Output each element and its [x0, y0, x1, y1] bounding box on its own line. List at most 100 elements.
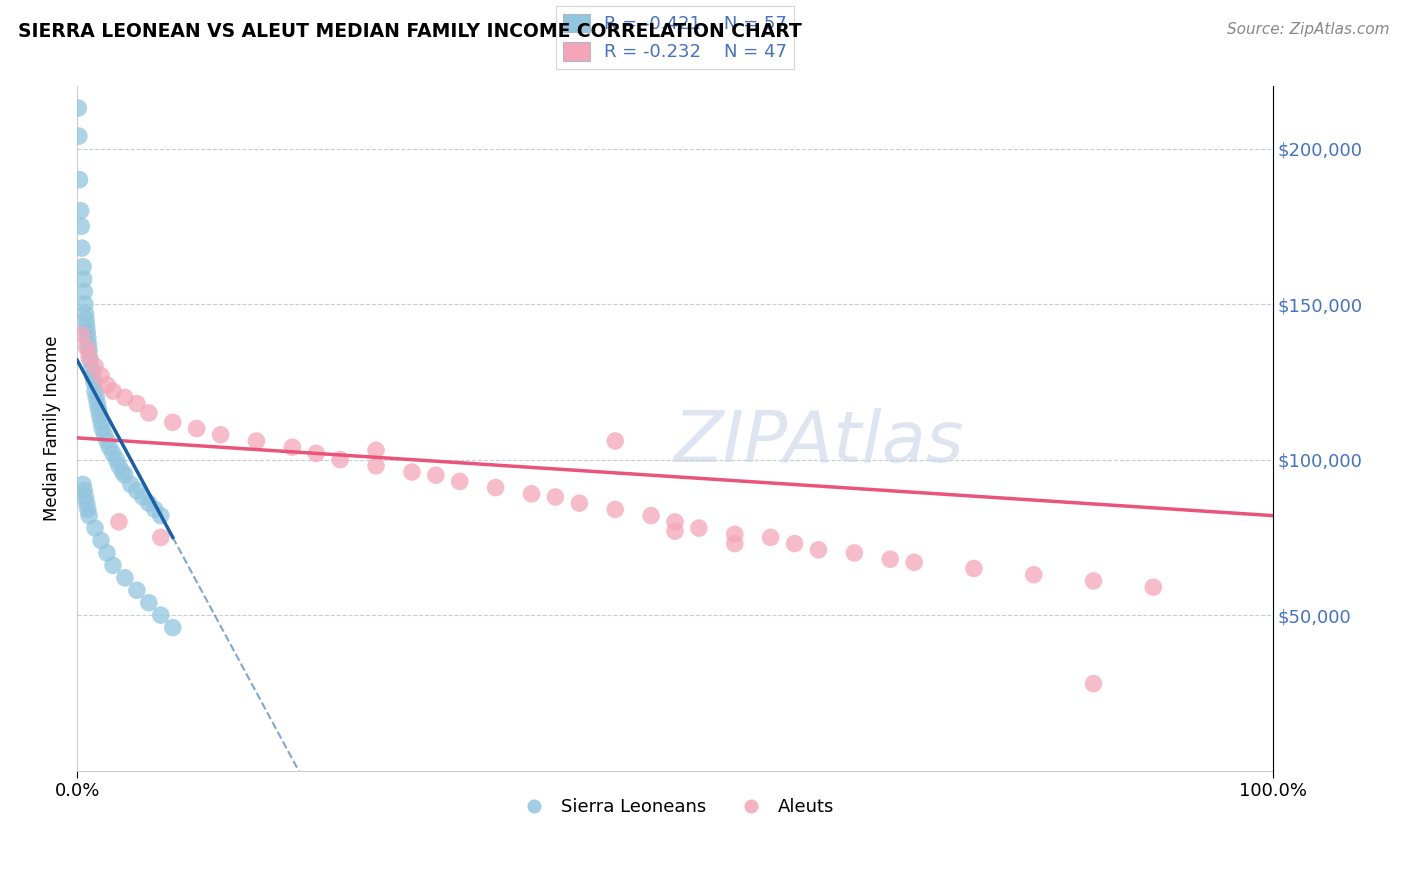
- Point: [76, 325, 98, 339]
- Point: [79, 353, 101, 368]
- Point: [143, 502, 166, 516]
- Point: [83, 375, 105, 389]
- Point: [125, 583, 148, 598]
- Point: [82, 368, 104, 383]
- Point: [96, 378, 118, 392]
- Point: [90, 368, 112, 383]
- Point: [132, 490, 155, 504]
- Point: [101, 558, 124, 573]
- Point: [69, 203, 91, 218]
- Point: [544, 490, 567, 504]
- Point: [77, 508, 100, 523]
- Text: Source: ZipAtlas.com: Source: ZipAtlas.com: [1226, 22, 1389, 37]
- Point: [76, 496, 98, 510]
- Point: [67, 101, 90, 115]
- Point: [724, 527, 747, 541]
- Point: [1083, 676, 1105, 690]
- Point: [1083, 574, 1105, 588]
- Point: [101, 384, 124, 399]
- Point: [77, 343, 100, 358]
- Point: [76, 341, 98, 355]
- Point: [305, 446, 328, 460]
- Point: [114, 571, 136, 585]
- Y-axis label: Median Family Income: Median Family Income: [44, 335, 60, 521]
- Point: [84, 359, 107, 374]
- Text: ZIPAtlas: ZIPAtlas: [673, 408, 963, 476]
- Point: [73, 272, 96, 286]
- Point: [664, 524, 686, 538]
- Text: SIERRA LEONEAN VS ALEUT MEDIAN FAMILY INCOME CORRELATION CHART: SIERRA LEONEAN VS ALEUT MEDIAN FAMILY IN…: [18, 22, 801, 41]
- Point: [69, 172, 91, 186]
- Point: [138, 406, 160, 420]
- Point: [364, 458, 387, 473]
- Point: [90, 533, 112, 548]
- Point: [425, 468, 447, 483]
- Point: [108, 458, 131, 473]
- Point: [98, 440, 121, 454]
- Point: [605, 502, 627, 516]
- Point: [93, 427, 115, 442]
- Point: [114, 391, 136, 405]
- Point: [449, 475, 471, 489]
- Point: [70, 328, 93, 343]
- Point: [149, 508, 172, 523]
- Point: [89, 409, 111, 423]
- Point: [70, 241, 93, 255]
- Point: [96, 546, 118, 560]
- Point: [114, 468, 136, 483]
- Point: [76, 502, 98, 516]
- Point: [186, 421, 208, 435]
- Point: [162, 621, 184, 635]
- Point: [759, 530, 782, 544]
- Point: [138, 496, 160, 510]
- Point: [75, 490, 97, 504]
- Point: [73, 285, 96, 299]
- Point: [80, 362, 103, 376]
- Point: [105, 452, 128, 467]
- Point: [67, 129, 90, 144]
- Point: [807, 542, 830, 557]
- Point: [75, 306, 97, 320]
- Point: [963, 561, 986, 575]
- Point: [84, 384, 107, 399]
- Point: [125, 397, 148, 411]
- Point: [149, 608, 172, 623]
- Legend: Sierra Leoneans, Aleuts: Sierra Leoneans, Aleuts: [509, 791, 842, 823]
- Point: [111, 465, 134, 479]
- Point: [91, 421, 114, 435]
- Point: [72, 260, 94, 274]
- Point: [903, 555, 925, 569]
- Point: [96, 434, 118, 448]
- Point: [77, 350, 100, 364]
- Point: [84, 391, 107, 405]
- Point: [783, 536, 806, 550]
- Point: [76, 331, 98, 345]
- Point: [76, 318, 98, 333]
- Point: [87, 402, 110, 417]
- Point: [281, 440, 304, 454]
- Point: [520, 487, 543, 501]
- Point: [108, 515, 131, 529]
- Point: [688, 521, 710, 535]
- Point: [329, 452, 352, 467]
- Point: [138, 596, 160, 610]
- Point: [77, 337, 100, 351]
- Point: [245, 434, 267, 448]
- Point: [162, 415, 184, 429]
- Point: [72, 477, 94, 491]
- Point: [149, 530, 172, 544]
- Point: [84, 521, 107, 535]
- Point: [125, 483, 148, 498]
- Point: [120, 477, 142, 491]
- Point: [90, 415, 112, 429]
- Point: [844, 546, 866, 560]
- Point: [101, 446, 124, 460]
- Point: [605, 434, 627, 448]
- Point: [568, 496, 591, 510]
- Point: [209, 427, 232, 442]
- Point: [724, 536, 747, 550]
- Point: [401, 465, 423, 479]
- Point: [640, 508, 662, 523]
- Point: [664, 515, 686, 529]
- Point: [73, 297, 96, 311]
